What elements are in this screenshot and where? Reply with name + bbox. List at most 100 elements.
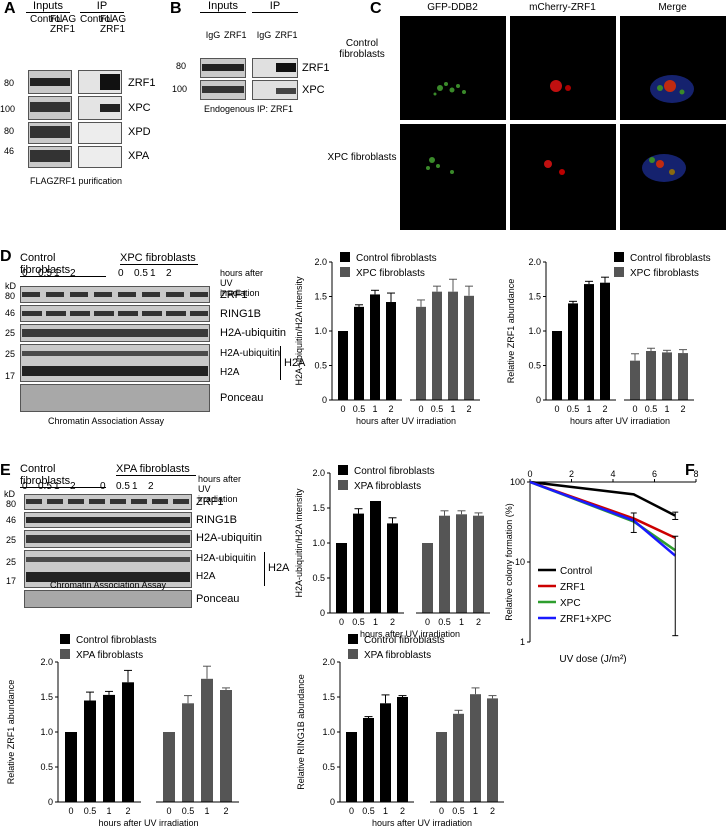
a-protein-xpa: XPA	[128, 150, 150, 162]
bar	[182, 703, 194, 802]
bar	[448, 291, 458, 400]
c-img-control-gfp	[400, 16, 506, 120]
legend-label: Control fibroblasts	[76, 635, 157, 646]
bar	[662, 352, 672, 400]
a-caption: FLAGZRF1 purification	[30, 176, 123, 186]
y-tick-label: 1.0	[528, 326, 541, 336]
d-time-label: hours after UV irradiation	[220, 268, 264, 298]
legend-swatch	[348, 634, 358, 644]
legend-label: XPC	[560, 598, 581, 609]
lane-label: 1	[150, 268, 156, 279]
d-kd-46: 46	[5, 308, 16, 318]
lane-label: 0.5	[134, 268, 148, 279]
b-kd-2: 100	[172, 84, 188, 94]
e-band-h2aub	[26, 535, 190, 543]
bar	[552, 331, 562, 400]
legend-label: XPA fibroblasts	[364, 650, 431, 661]
y-axis-label: H2A-ubiquitin/H2A intensity	[294, 488, 304, 598]
d-band-label-zrf1: ZRF1	[220, 289, 248, 301]
bar	[386, 302, 396, 400]
c-scalebar-2	[700, 232, 724, 233]
legend-label: XPC fibroblasts	[630, 268, 699, 279]
bar	[336, 543, 347, 613]
c-img-xpc-mcherry	[510, 124, 616, 230]
c-img-control-mcherry	[510, 16, 616, 120]
e-band-label-h2a: H2A	[196, 571, 216, 582]
d-band-label-ponceau: Ponceau	[220, 392, 264, 404]
d-blot-ponceau	[20, 384, 210, 412]
x-tick-label: 0.5	[84, 806, 97, 816]
y-tick-label: 2.0	[314, 257, 327, 267]
y-tick-label: 0	[322, 395, 327, 405]
x-tick-label: 1	[450, 404, 455, 414]
x-tick-label: 0	[68, 806, 73, 816]
e-kd-25b: 25	[6, 557, 17, 567]
y-tick-label: 1.5	[40, 692, 53, 702]
d-band-h2aub2	[22, 351, 208, 356]
y-tick-label: 1.5	[322, 692, 335, 702]
legend-swatch	[338, 480, 348, 490]
x-tick-label: 2	[223, 806, 228, 816]
a-band-xpc-ip	[100, 104, 120, 112]
bar	[370, 294, 380, 400]
lane-label: 0	[22, 268, 28, 279]
a-inputs-header: Inputs	[26, 0, 70, 13]
x-tick-label: 0.5	[567, 404, 580, 414]
legend-swatch	[614, 252, 624, 262]
a-band-zrf1-ip	[100, 74, 120, 90]
chart-e-zrf1: 0 0.5 1.0 1.5 2.0 Relative ZRF1 abundance 0 0.5…	[6, 634, 239, 827]
y-tick-label: 2.0	[528, 257, 541, 267]
c-img-xpc-gfp	[400, 124, 506, 230]
a-kd-1: 80	[4, 78, 15, 88]
lane-label: 1	[132, 481, 138, 492]
lane-label: 0.5	[38, 268, 52, 279]
y-axis-label: Relative RING1B abundance	[296, 674, 306, 790]
y-tick-label: 1.0	[314, 326, 327, 336]
lane-label: 0	[118, 268, 124, 279]
e-band-label-zrf1: ZRF1	[196, 496, 224, 508]
x-tick-label: 0	[527, 470, 532, 479]
legend-label: XPA fibroblasts	[354, 481, 421, 492]
y-tick-label: 2.0	[312, 468, 325, 478]
d-group-control: Control fibroblasts	[20, 252, 106, 277]
x-tick-label: 2	[390, 617, 395, 627]
e-group-control: Control fibroblasts	[20, 463, 106, 488]
bar	[422, 543, 433, 613]
a-lane-label-2: FLAG ZRF1	[50, 14, 77, 35]
chart-f-survival: 0 2 4 6 8 1 10 100 Relative colony formation (%)…	[504, 470, 699, 665]
bar	[354, 306, 364, 400]
x-tick-label: 0.5	[362, 806, 375, 816]
lane-label: 0	[100, 481, 106, 492]
d-bracket-line	[280, 346, 281, 380]
lane-label: 1	[54, 481, 60, 492]
e-caption: Chromatin Association Assay	[50, 580, 167, 590]
y-tick-label: 0.5	[40, 762, 53, 772]
x-tick-label: 0.5	[438, 617, 451, 627]
bar	[84, 700, 96, 802]
x-tick-label: 0	[339, 617, 344, 627]
c-col-merge: Merge	[658, 2, 687, 13]
legend-label: Control fibroblasts	[354, 466, 435, 477]
legend-label: Control	[560, 566, 592, 577]
legend-swatch	[340, 252, 350, 262]
legend-swatch	[338, 465, 348, 475]
x-tick-label: 0.5	[352, 617, 365, 627]
y-axis-label: Relative colony formation (%)	[504, 503, 514, 621]
x-tick-label: 1	[586, 404, 591, 414]
bar	[464, 295, 474, 400]
b-protein-xpc: XPC	[302, 84, 325, 96]
x-tick-label: 6	[652, 470, 657, 479]
lane-label: 2	[148, 481, 154, 492]
y-tick-label: 0.5	[528, 361, 541, 371]
d-lane-labels: 0 0.5 1 2 0 0.5 1 2	[22, 268, 212, 280]
a-kd-4: 46	[4, 146, 15, 156]
y-tick-label: 0.5	[314, 361, 327, 371]
bar	[163, 732, 175, 802]
a-protein-xpc: XPC	[128, 102, 151, 114]
x-axis-label: hours after UV irradiation	[356, 416, 456, 426]
e-kd-46: 46	[6, 515, 17, 525]
lane-label: 2	[70, 481, 76, 492]
b-lane-2: ZRF1	[224, 30, 247, 40]
e-kd-label: kD	[4, 489, 15, 499]
b-protein-zrf1: ZRF1	[302, 62, 330, 74]
